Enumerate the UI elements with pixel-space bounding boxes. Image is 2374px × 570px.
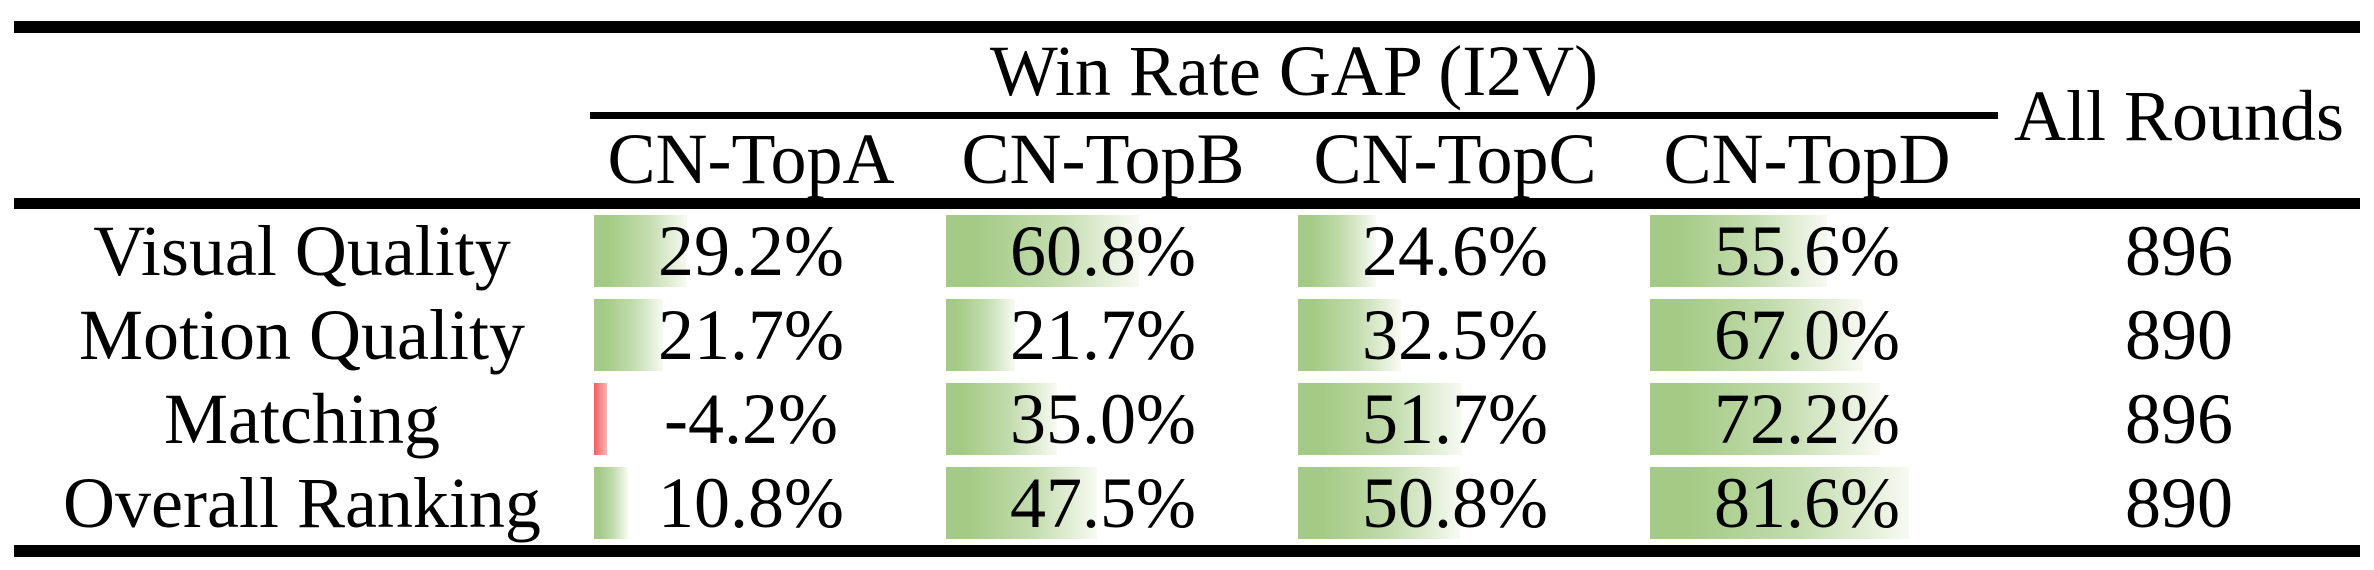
cell-value: 29.2% <box>658 211 844 291</box>
table-cell: 67.0% <box>1646 293 1998 377</box>
table-cell: -4.2% <box>590 377 942 461</box>
data-bar-track <box>946 215 1264 287</box>
all-rounds-value: 896 <box>2125 211 2233 291</box>
column-header-cn-topd: CN-TopD <box>1663 118 1951 199</box>
table-header-rule <box>14 198 2360 209</box>
table-cell: 21.7% <box>590 293 942 377</box>
table-cell: 72.2% <box>1646 377 1998 461</box>
cell-value: 21.7% <box>658 295 844 375</box>
data-bar <box>1298 299 1402 371</box>
data-bar <box>1650 467 1910 539</box>
table-top-rule <box>14 21 2360 33</box>
data-bar-track <box>594 215 912 287</box>
row-label-matching: Matching <box>164 379 440 459</box>
all-rounds-value: 896 <box>2125 379 2233 459</box>
data-bar-track <box>1650 467 1968 539</box>
data-bar <box>946 467 1098 539</box>
data-bar-track <box>1650 299 1968 371</box>
data-bar <box>1650 299 1864 371</box>
table-cell: 60.8% <box>942 209 1294 293</box>
cell-value: 55.6% <box>1714 211 1900 291</box>
data-bar <box>1650 383 1880 455</box>
data-bar-track <box>1650 383 1968 455</box>
table-cell: 81.6% <box>1646 461 1998 545</box>
data-bar-track <box>594 299 912 371</box>
table-cell: 24.6% <box>1294 209 1646 293</box>
group-header-win-rate-gap: Win Rate GAP (I2V) <box>590 33 1998 119</box>
table-cell: 51.7% <box>1294 377 1646 461</box>
table-cell: 32.5% <box>1294 293 1646 377</box>
data-bar <box>594 299 663 371</box>
data-bar-track <box>946 383 1264 455</box>
all-rounds-value: 890 <box>2125 295 2233 375</box>
data-bar <box>946 299 1015 371</box>
data-bar <box>594 467 629 539</box>
table-cell: 47.5% <box>942 461 1294 545</box>
cell-value: 32.5% <box>1362 295 1548 375</box>
data-bar <box>946 383 1058 455</box>
data-bar <box>1298 215 1377 287</box>
data-bar-track <box>1650 215 1968 287</box>
data-bar <box>1298 383 1463 455</box>
data-bar-track <box>1298 299 1616 371</box>
table-cell: 10.8% <box>590 461 942 545</box>
data-bar-track <box>594 383 912 455</box>
cell-value: 35.0% <box>1010 379 1196 459</box>
data-bar <box>1298 467 1460 539</box>
data-bar <box>946 215 1140 287</box>
cell-value: 72.2% <box>1714 379 1900 459</box>
cell-value: 81.6% <box>1714 463 1900 543</box>
data-bar-track <box>1298 215 1616 287</box>
column-header-all-rounds: All Rounds <box>2013 75 2345 156</box>
table-cell: 55.6% <box>1646 209 1998 293</box>
cell-value: 24.6% <box>1362 211 1548 291</box>
cell-value: 10.8% <box>658 463 844 543</box>
cell-value: 60.8% <box>1010 211 1196 291</box>
table-cell: 35.0% <box>942 377 1294 461</box>
table-bottom-rule <box>14 545 2360 557</box>
results-table: Win Rate GAP (I2V) All Rounds CN-TopA CN… <box>14 33 2360 557</box>
column-header-cn-topb: CN-TopB <box>961 118 1245 199</box>
row-label-overall-ranking: Overall Ranking <box>63 463 541 543</box>
table-cell: 29.2% <box>590 209 942 293</box>
data-bar <box>594 383 608 455</box>
data-bar <box>594 215 687 287</box>
all-rounds-value: 890 <box>2125 463 2233 543</box>
cell-value: 51.7% <box>1362 379 1548 459</box>
data-bar-track <box>946 299 1264 371</box>
column-header-cn-topa: CN-TopA <box>607 118 895 199</box>
cell-value: 50.8% <box>1362 463 1548 543</box>
column-header-cn-topc: CN-TopC <box>1313 118 1597 199</box>
cell-value: 47.5% <box>1010 463 1196 543</box>
data-bar-track <box>1298 383 1616 455</box>
row-label-motion-quality: Motion Quality <box>79 295 525 375</box>
data-bar-track <box>1298 467 1616 539</box>
data-bar-track <box>594 467 912 539</box>
row-label-visual-quality: Visual Quality <box>93 211 511 291</box>
cell-value: 67.0% <box>1714 295 1900 375</box>
data-bar-track <box>946 467 1264 539</box>
table-cell: 50.8% <box>1294 461 1646 545</box>
data-bar <box>1650 215 1827 287</box>
cell-value: 21.7% <box>1010 295 1196 375</box>
table-cell: 21.7% <box>942 293 1294 377</box>
cell-value: -4.2% <box>664 379 838 459</box>
